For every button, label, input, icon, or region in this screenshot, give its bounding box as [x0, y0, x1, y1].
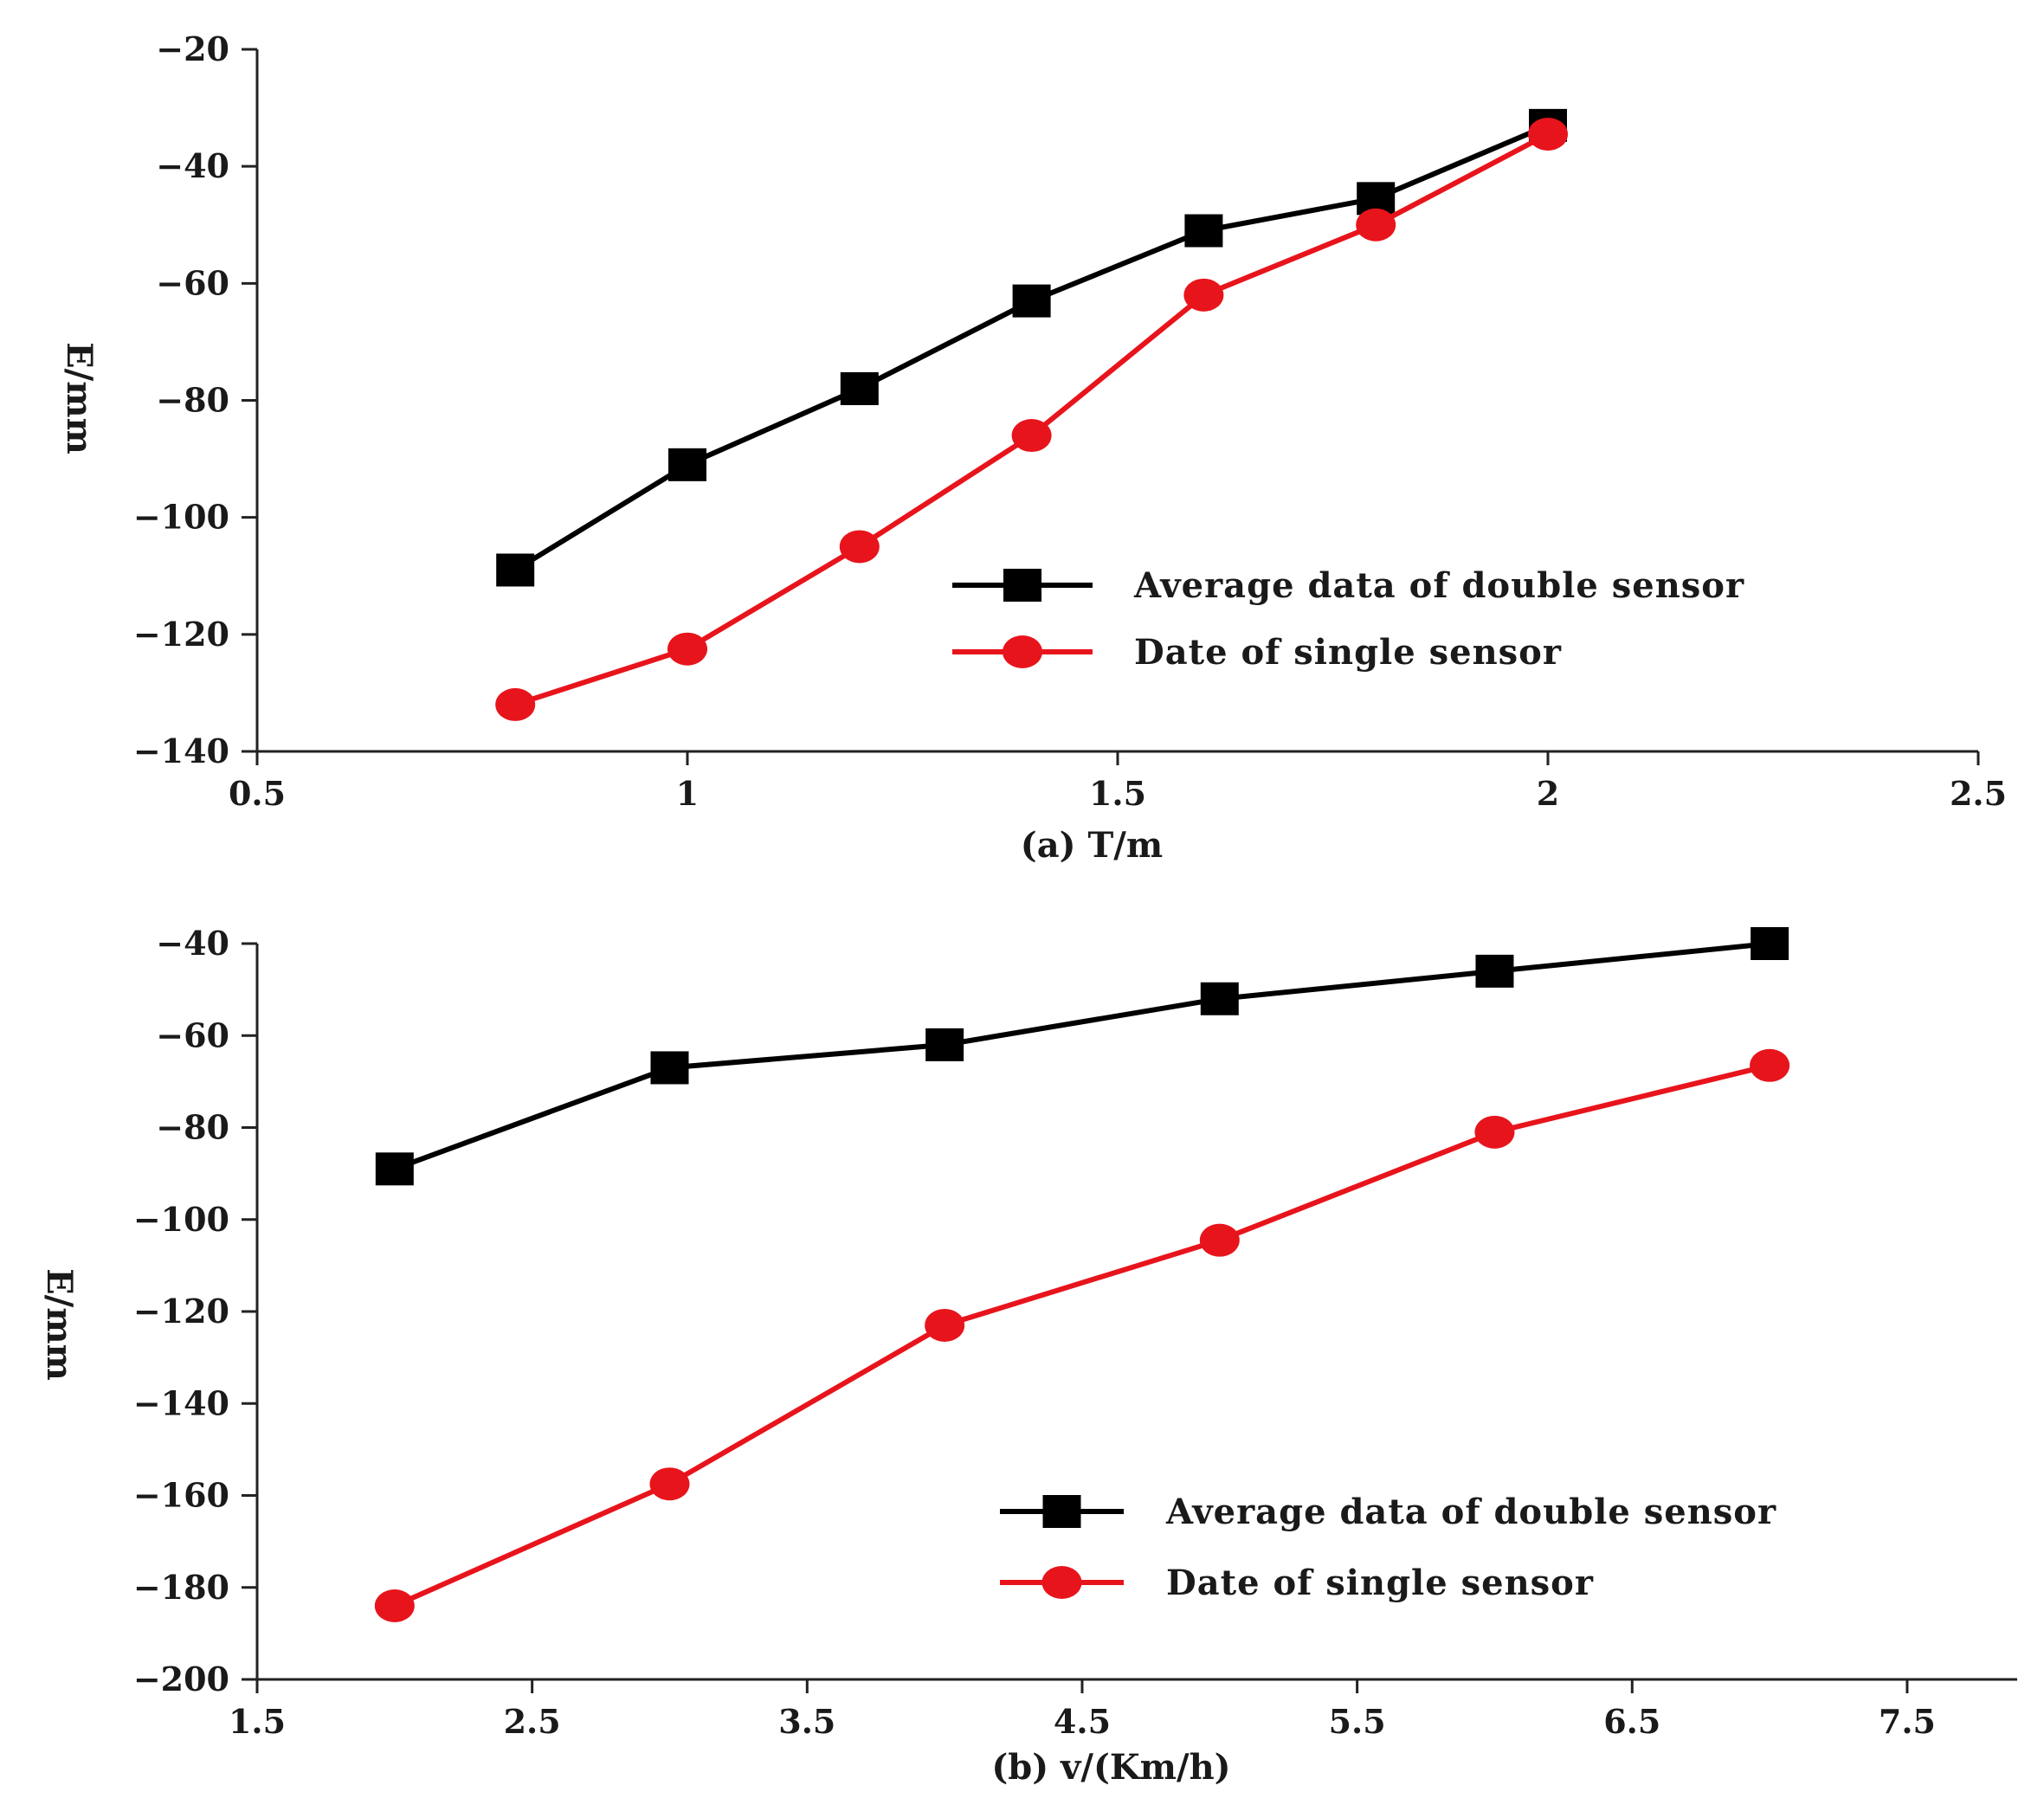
legend-label: Date of single sensor: [1166, 1563, 1594, 1603]
data-point-circle: [1474, 1115, 1515, 1149]
data-point-square: [1200, 982, 1239, 1015]
y-axis-title: E/mm: [59, 342, 100, 454]
y-tick-label: −60: [156, 263, 229, 302]
y-tick-label: −20: [156, 29, 229, 68]
data-point-circle: [1750, 1048, 1790, 1082]
legend-label: Date of single sensor: [1134, 632, 1562, 673]
data-point-circle: [1356, 208, 1396, 242]
series-single-sensor: [495, 117, 1568, 721]
y-tick-label: −120: [133, 1292, 229, 1331]
x-tick-label: 1: [676, 774, 699, 813]
data-point-circle: [649, 1467, 690, 1501]
y-tick-label: −100: [133, 1200, 229, 1239]
legend-entry: Date of single sensor: [952, 632, 1562, 673]
series-double-sensor: [375, 927, 1789, 1186]
data-point-square: [650, 1051, 689, 1085]
y-tick-label: −40: [156, 924, 229, 963]
data-point-circle: [925, 1308, 965, 1342]
x-tick-label: 2.5: [1950, 774, 2007, 813]
data-point-square: [1184, 214, 1223, 248]
legend-marker-square: [1003, 569, 1041, 602]
y-tick-label: −140: [133, 1383, 229, 1422]
data-point-square: [1012, 284, 1051, 318]
y-tick-label: −180: [133, 1568, 229, 1607]
y-tick-label: −100: [133, 498, 229, 537]
legend-entry: Average data of double sensor: [952, 565, 1744, 606]
legend-entry: Date of single sensor: [1000, 1563, 1594, 1603]
y-tick-label: −200: [133, 1660, 229, 1698]
x-axis-title: (a) T/m: [1021, 825, 1163, 866]
x-tick-label: 6.5: [1603, 1702, 1660, 1741]
y-tick-label: −120: [133, 615, 229, 654]
data-point-square: [840, 371, 879, 405]
x-axis-title: (b) v/(Km/h): [991, 1747, 1230, 1788]
y-tick-label: −160: [133, 1476, 229, 1515]
data-point-circle: [1011, 419, 1052, 453]
y-tick-label: −140: [133, 731, 229, 770]
data-point-circle: [374, 1589, 415, 1622]
data-point-circle: [495, 687, 536, 721]
x-tick-label: 2: [1537, 774, 1559, 813]
legend-label: Average data of double sensor: [1133, 565, 1744, 606]
y-tick-label: −40: [156, 146, 229, 185]
data-point-square: [496, 553, 535, 587]
x-tick-label: 4.5: [1054, 1702, 1111, 1741]
y-tick-label: −60: [156, 1015, 229, 1054]
y-tick-label: −80: [156, 381, 229, 420]
data-point-square: [375, 1152, 414, 1186]
y-tick-label: −80: [156, 1108, 229, 1147]
data-point-square: [1751, 927, 1789, 960]
x-tick-label: 1.5: [229, 1702, 286, 1741]
x-tick-label: 0.5: [229, 774, 286, 813]
series-double-sensor: [496, 108, 1567, 587]
data-point-square: [925, 1028, 964, 1061]
y-axis-title: E/mm: [39, 1268, 80, 1381]
x-tick-label: 5.5: [1329, 1702, 1386, 1741]
legend-marker-square: [1042, 1495, 1081, 1528]
data-point-circle: [1199, 1223, 1240, 1257]
series-line: [393, 1062, 1770, 1608]
series-line: [393, 941, 1770, 1172]
x-tick-label: 7.5: [1879, 1702, 1936, 1741]
legend-label: Average data of double sensor: [1165, 1492, 1776, 1532]
data-point-square: [668, 448, 706, 481]
legend-entry: Average data of double sensor: [1000, 1492, 1776, 1532]
series-single-sensor: [374, 1048, 1790, 1622]
x-tick-label: 2.5: [504, 1702, 561, 1741]
legend-marker-circle: [1003, 635, 1042, 668]
x-tick-label: 1.5: [1089, 774, 1146, 813]
data-point-circle: [1183, 278, 1224, 312]
data-point-circle: [667, 632, 707, 666]
x-tick-label: 3.5: [778, 1702, 835, 1741]
data-point-circle: [1528, 117, 1568, 151]
legend-marker-circle: [1041, 1566, 1082, 1599]
data-point-square: [1475, 954, 1514, 988]
data-point-circle: [839, 530, 880, 564]
